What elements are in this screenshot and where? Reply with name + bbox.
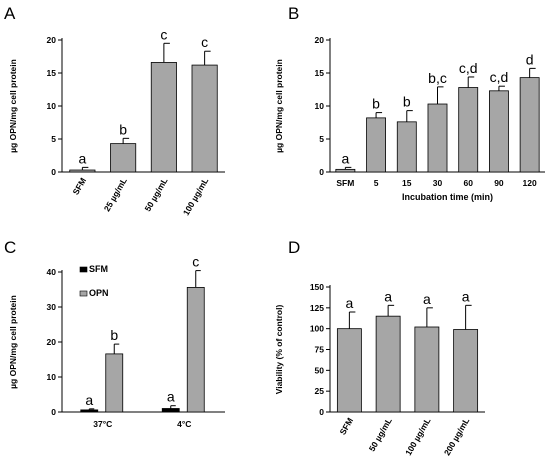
y-axis-label: Viability (% of control) bbox=[274, 305, 284, 395]
bar bbox=[396, 121, 417, 173]
x-category-label: 120 bbox=[523, 178, 537, 188]
y-tick-label: 10 bbox=[47, 101, 57, 111]
significance-label: b,c bbox=[428, 70, 447, 86]
significance-label: b bbox=[119, 121, 127, 137]
x-category-label: 100 µg/mL bbox=[181, 176, 211, 217]
bar bbox=[335, 168, 356, 173]
y-tick-label: 0 bbox=[51, 407, 56, 417]
y-tick-label: 150 bbox=[310, 282, 324, 292]
bar bbox=[191, 64, 218, 173]
y-tick-label: 5 bbox=[319, 134, 324, 144]
legend-label: OPN bbox=[89, 288, 109, 298]
bar-opn bbox=[186, 286, 205, 413]
legend-swatch-sfm bbox=[79, 266, 88, 273]
x-category-label: SFM bbox=[336, 178, 354, 188]
x-category-label: 100 µg/mL bbox=[403, 416, 433, 457]
y-tick-label: 20 bbox=[47, 337, 57, 347]
panel-c: C 0 10 20 30 40 µg OPN/mg cell protein a b 37°C a c… bbox=[4, 238, 225, 429]
panel-label: B bbox=[288, 4, 299, 23]
y-tick-label: 15 bbox=[315, 68, 325, 78]
x-category-label: 37°C bbox=[93, 419, 112, 429]
significance-label: c bbox=[160, 26, 167, 42]
x-category-label: SFM bbox=[70, 176, 88, 197]
significance-label: c bbox=[201, 34, 208, 50]
y-tick-label: 5 bbox=[51, 134, 56, 144]
y-axis-label: µg OPN/mg cell protein bbox=[274, 59, 284, 153]
bar-opn bbox=[105, 353, 124, 413]
y-tick-label: 100 bbox=[310, 324, 324, 334]
bar bbox=[427, 103, 448, 173]
y-tick-label: 30 bbox=[47, 302, 57, 312]
significance-label: a bbox=[345, 295, 353, 311]
y-tick-label: 0 bbox=[319, 167, 324, 177]
bar-sfm bbox=[80, 409, 99, 413]
panel-d: D 0 25 50 75 100 125 150 Viability (% of control… bbox=[274, 238, 485, 457]
bar bbox=[336, 328, 362, 413]
significance-label: a bbox=[462, 288, 470, 304]
bar bbox=[453, 329, 479, 413]
significance-label: c bbox=[192, 254, 199, 270]
significance-label: a bbox=[341, 150, 349, 166]
bar bbox=[458, 87, 479, 173]
x-category-label: 15 bbox=[402, 178, 412, 188]
significance-label: b bbox=[372, 96, 380, 112]
panel-b: B 0 5 10 15 20 µg OPN/mg cell protein a SFM b 5 b 15… bbox=[274, 4, 545, 202]
bar bbox=[69, 169, 96, 173]
significance-label: c,d bbox=[459, 60, 478, 76]
significance-label: d bbox=[526, 51, 534, 67]
y-axis-label: µg OPN/mg cell protein bbox=[8, 295, 18, 389]
bar bbox=[519, 77, 540, 173]
panel-a: A 0 5 10 15 20 µg OPN/mg cell protein a SFM b 25 µ… bbox=[4, 4, 225, 217]
panel-label: D bbox=[288, 238, 300, 257]
y-tick-label: 0 bbox=[51, 167, 56, 177]
x-axis-label: Incubation time (min) bbox=[402, 192, 493, 202]
panel-label: C bbox=[4, 238, 16, 257]
panel-label: A bbox=[4, 4, 16, 23]
x-category-label: 25 µg/mL bbox=[102, 176, 129, 213]
bar-sfm bbox=[161, 408, 180, 413]
x-category-label: 200 µg/mL bbox=[442, 416, 472, 457]
bar bbox=[375, 315, 401, 413]
x-category-label: 30 bbox=[433, 178, 443, 188]
bar bbox=[150, 62, 177, 173]
y-tick-label: 75 bbox=[315, 345, 325, 355]
significance-label: a bbox=[78, 150, 86, 166]
x-category-label: 50 µg/mL bbox=[142, 176, 169, 213]
legend-swatch-opn bbox=[79, 290, 88, 297]
bar bbox=[414, 326, 440, 413]
x-category-label: 4°C bbox=[177, 419, 191, 429]
y-tick-label: 10 bbox=[315, 101, 325, 111]
y-tick-label: 10 bbox=[47, 372, 57, 382]
significance-label: c,d bbox=[490, 69, 509, 85]
x-category-label: 60 bbox=[463, 178, 473, 188]
bar bbox=[110, 143, 137, 173]
bar bbox=[366, 117, 386, 173]
y-tick-label: 0 bbox=[319, 407, 324, 417]
y-tick-label: 20 bbox=[315, 35, 325, 45]
significance-label: a bbox=[167, 389, 175, 405]
x-category-label: 90 bbox=[494, 178, 504, 188]
y-tick-label: 125 bbox=[310, 303, 324, 313]
significance-label: a bbox=[423, 291, 431, 307]
bar bbox=[489, 90, 509, 173]
x-category-label: 50 µg/mL bbox=[367, 416, 394, 453]
significance-label: a bbox=[85, 392, 93, 408]
y-tick-label: 15 bbox=[47, 68, 57, 78]
significance-label: b bbox=[403, 94, 411, 110]
x-category-label: SFM bbox=[337, 416, 355, 437]
x-category-label: 5 bbox=[374, 178, 379, 188]
significance-label: a bbox=[384, 288, 392, 304]
y-tick-label: 50 bbox=[315, 365, 325, 375]
legend-label: SFM bbox=[89, 264, 108, 274]
y-axis-label: µg OPN/mg cell protein bbox=[8, 59, 18, 153]
y-tick-label: 40 bbox=[47, 267, 57, 277]
significance-label: b bbox=[110, 327, 118, 343]
y-tick-label: 25 bbox=[315, 386, 325, 396]
y-tick-label: 20 bbox=[47, 35, 57, 45]
